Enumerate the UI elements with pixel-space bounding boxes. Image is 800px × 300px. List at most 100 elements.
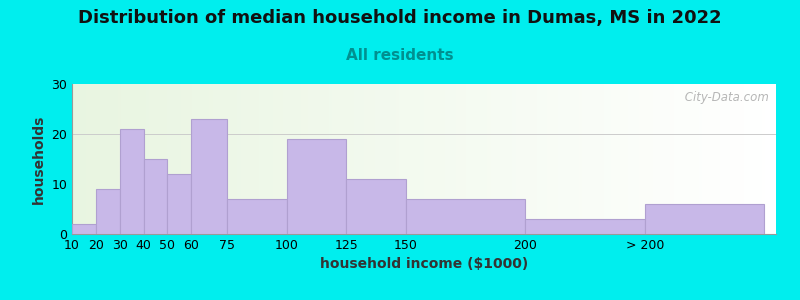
Bar: [371, 84, 374, 234]
Bar: [660, 84, 663, 234]
Bar: [610, 84, 614, 234]
Bar: [167, 84, 170, 234]
Bar: [153, 84, 157, 234]
Bar: [262, 84, 266, 234]
Bar: [442, 84, 445, 234]
Bar: [509, 84, 512, 234]
Bar: [628, 84, 632, 234]
Bar: [421, 84, 424, 234]
Bar: [688, 84, 691, 234]
Bar: [734, 84, 738, 234]
Bar: [97, 84, 100, 234]
Bar: [290, 84, 294, 234]
Bar: [142, 84, 146, 234]
Bar: [135, 84, 139, 234]
Bar: [266, 84, 269, 234]
Bar: [498, 84, 502, 234]
Bar: [75, 84, 79, 234]
Bar: [462, 84, 466, 234]
Bar: [491, 84, 494, 234]
Bar: [374, 84, 378, 234]
Bar: [744, 84, 748, 234]
Bar: [326, 84, 329, 234]
Bar: [315, 84, 318, 234]
Bar: [445, 84, 449, 234]
Bar: [547, 84, 550, 234]
Bar: [308, 84, 311, 234]
Bar: [470, 84, 474, 234]
Bar: [230, 84, 234, 234]
Bar: [72, 84, 75, 234]
Bar: [480, 84, 484, 234]
Bar: [558, 84, 562, 234]
Bar: [667, 84, 670, 234]
Bar: [122, 84, 125, 234]
Bar: [185, 84, 188, 234]
Text: City-Data.com: City-Data.com: [681, 92, 769, 104]
Bar: [603, 84, 607, 234]
Bar: [730, 84, 734, 234]
Bar: [403, 84, 406, 234]
Bar: [280, 84, 283, 234]
Bar: [318, 84, 322, 234]
Bar: [575, 84, 579, 234]
Bar: [614, 84, 618, 234]
Bar: [586, 84, 590, 234]
Bar: [114, 84, 118, 234]
Bar: [502, 84, 505, 234]
Bar: [329, 84, 333, 234]
Bar: [741, 84, 744, 234]
Bar: [526, 219, 645, 234]
Bar: [283, 84, 286, 234]
Bar: [245, 84, 248, 234]
Bar: [188, 84, 192, 234]
Bar: [519, 84, 522, 234]
Bar: [505, 84, 509, 234]
Bar: [449, 84, 452, 234]
Bar: [427, 84, 431, 234]
Bar: [434, 84, 438, 234]
Bar: [255, 84, 258, 234]
Bar: [343, 84, 346, 234]
Bar: [562, 84, 565, 234]
Bar: [392, 84, 396, 234]
Bar: [368, 84, 371, 234]
Bar: [565, 84, 568, 234]
Bar: [118, 84, 122, 234]
Bar: [410, 84, 414, 234]
Bar: [590, 84, 593, 234]
Bar: [238, 84, 241, 234]
Bar: [227, 199, 286, 234]
Bar: [691, 84, 695, 234]
Bar: [178, 84, 181, 234]
Bar: [220, 84, 223, 234]
Bar: [227, 84, 230, 234]
Bar: [346, 179, 406, 234]
Bar: [333, 84, 336, 234]
Bar: [414, 84, 417, 234]
Bar: [273, 84, 276, 234]
Bar: [378, 84, 382, 234]
Bar: [758, 84, 762, 234]
Bar: [674, 84, 678, 234]
Bar: [766, 84, 769, 234]
Bar: [537, 84, 540, 234]
Bar: [709, 84, 713, 234]
Bar: [755, 84, 758, 234]
Bar: [751, 84, 755, 234]
Bar: [406, 199, 526, 234]
Bar: [157, 84, 160, 234]
Bar: [298, 84, 301, 234]
Bar: [364, 84, 368, 234]
Bar: [670, 84, 674, 234]
Bar: [695, 84, 698, 234]
Bar: [93, 84, 97, 234]
Text: Distribution of median household income in Dumas, MS in 2022: Distribution of median household income …: [78, 9, 722, 27]
Bar: [720, 84, 723, 234]
Bar: [723, 84, 726, 234]
Bar: [597, 84, 600, 234]
Bar: [170, 84, 174, 234]
Bar: [96, 189, 120, 234]
Bar: [350, 84, 354, 234]
Bar: [484, 84, 487, 234]
